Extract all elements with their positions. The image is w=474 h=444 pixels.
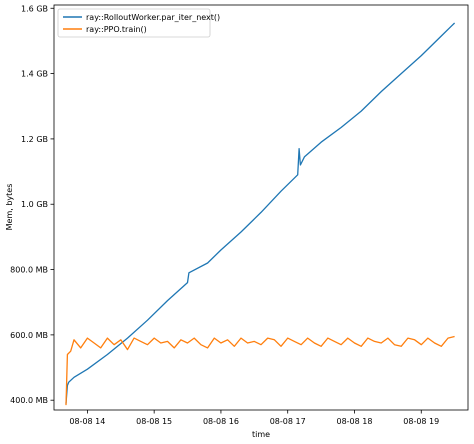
y-tick-label: 400.0 MB bbox=[10, 396, 48, 405]
y-tick-label: 800.0 MB bbox=[10, 266, 48, 275]
x-tick-label: 08-08 14 bbox=[69, 417, 105, 426]
y-tick-label: 1.4 GB bbox=[21, 70, 48, 79]
y-axis: 400.0 MB 600.0 MB 800.0 MB 1.0 GB 1.2 GB 1.4 … bbox=[10, 4, 54, 405]
y-axis-label: Mem, bytes bbox=[5, 184, 14, 231]
x-tick-label: 08-08 18 bbox=[336, 417, 372, 426]
y-tick-label: 600.0 MB bbox=[10, 331, 48, 340]
plot-area bbox=[53, 4, 469, 411]
x-tick-label: 08-08 15 bbox=[136, 417, 172, 426]
y-tick-label: 1.0 GB bbox=[21, 200, 48, 209]
legend: ray::RolloutWorker.par_iter_next() ray::… bbox=[57, 8, 220, 38]
x-tick-label: 08-08 17 bbox=[270, 417, 306, 426]
series-line-ppo-train bbox=[65, 335, 455, 406]
x-axis-label: time bbox=[252, 430, 270, 439]
legend-box bbox=[57, 8, 211, 38]
x-axis: 08-08 14 08-08 15 08-08 16 08-08 17 08-08 18… bbox=[69, 410, 439, 426]
x-tick-label: 08-08 16 bbox=[203, 417, 239, 426]
legend-label-rolloutworker: ray::RolloutWorker.par_iter_next() bbox=[86, 13, 220, 22]
y-tick-label: 1.6 GB bbox=[21, 4, 48, 13]
series-line-rolloutworker bbox=[65, 22, 456, 404]
y-tick-label: 1.2 GB bbox=[21, 135, 48, 144]
series-layer bbox=[65, 22, 456, 406]
x-tick-label: 08-08 19 bbox=[403, 417, 439, 426]
legend-label-ppo-train: ray::PPO.train() bbox=[86, 25, 147, 34]
